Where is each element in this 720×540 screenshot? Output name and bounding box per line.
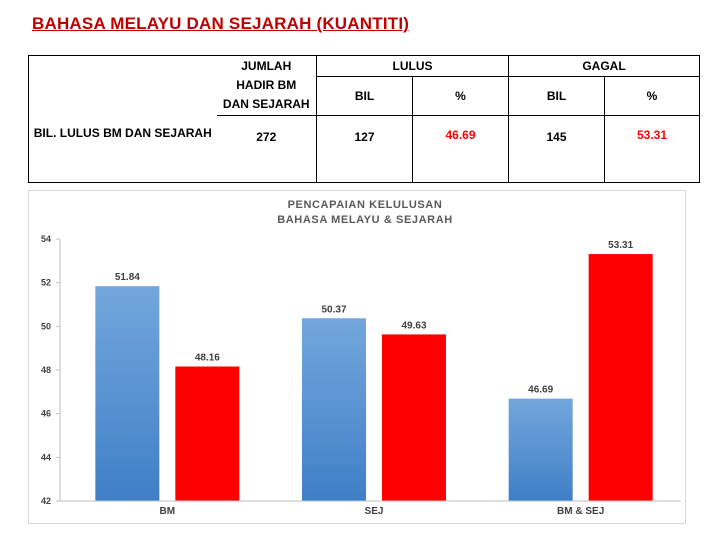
subheader-gagal-pct: % xyxy=(604,76,700,116)
summary-table: BIL. LULUS BM DAN SEJARAH JUMLAH HADIR B… xyxy=(28,55,700,183)
row-label: BIL. LULUS BM DAN SEJARAH xyxy=(28,55,217,183)
data-label: 49.63 xyxy=(401,320,426,331)
data-label: 53.31 xyxy=(608,240,633,251)
bars: 51.84 48.16 50.37 49.63 46.69 53.31 xyxy=(95,240,653,501)
data-label: 51.84 xyxy=(115,272,140,283)
bar-gagal xyxy=(175,366,240,501)
data-label: 46.69 xyxy=(528,385,553,396)
col-header-jumlah: JUMLAH HADIR BM DAN SEJARAH xyxy=(216,55,317,116)
jumlah-line-1: JUMLAH xyxy=(241,59,292,73)
col-header-lulus: LULUS xyxy=(316,55,509,77)
y-tick-label: 50 xyxy=(41,321,51,331)
y-tick-label: 46 xyxy=(41,409,51,419)
subheader-gagal-bil: BIL xyxy=(508,76,605,116)
chart-title-line-1: PENCAPAIAN KELULUSAN xyxy=(288,199,443,211)
y-axis: 42 44 46 48 50 52 54 xyxy=(41,234,61,506)
jumlah-line-3: DAN SEJARAH xyxy=(222,97,310,111)
subheader-lulus-bil: BIL xyxy=(316,76,413,116)
y-tick-label: 48 xyxy=(41,365,51,375)
bar-gagal xyxy=(588,254,653,501)
jumlah-line-2: HADIR BM xyxy=(236,78,297,92)
bar-chart: PENCAPAIAN KELULUSAN BAHASA MELAYU & SEJ… xyxy=(41,199,681,517)
x-axis: BM SEJ BM & SEJ xyxy=(60,500,681,517)
bar-lulus xyxy=(302,318,366,501)
value-lulus-pct: 46.69 xyxy=(412,115,509,183)
value-gagal-pct: 53.31 xyxy=(604,115,700,183)
subheader-lulus-pct: % xyxy=(412,76,509,116)
chart-frame: PENCAPAIAN KELULUSAN BAHASA MELAYU & SEJ… xyxy=(28,190,686,524)
value-lulus-bil: 127 xyxy=(316,115,413,183)
page-title: BAHASA MELAYU DAN SEJARAH (KUANTITI) xyxy=(32,14,410,33)
y-tick-label: 54 xyxy=(41,234,51,244)
y-tick-label: 52 xyxy=(41,278,51,288)
chart-title-line-2: BAHASA MELAYU & SEJARAH xyxy=(277,214,453,226)
col-header-gagal: GAGAL xyxy=(508,55,700,77)
value-gagal-bil: 145 xyxy=(508,115,605,183)
data-label: 48.16 xyxy=(195,353,220,364)
x-category-label: SEJ xyxy=(365,506,384,517)
x-category-label: BM & SEJ xyxy=(557,506,604,517)
bar-gagal xyxy=(382,334,446,501)
y-tick-label: 44 xyxy=(41,452,51,462)
value-jumlah: 272 xyxy=(216,115,317,183)
x-category-label: BM xyxy=(160,506,176,517)
y-tick-label: 42 xyxy=(41,496,51,506)
bar-lulus xyxy=(95,286,160,501)
data-label: 50.37 xyxy=(321,304,346,315)
bar-lulus xyxy=(508,398,573,501)
